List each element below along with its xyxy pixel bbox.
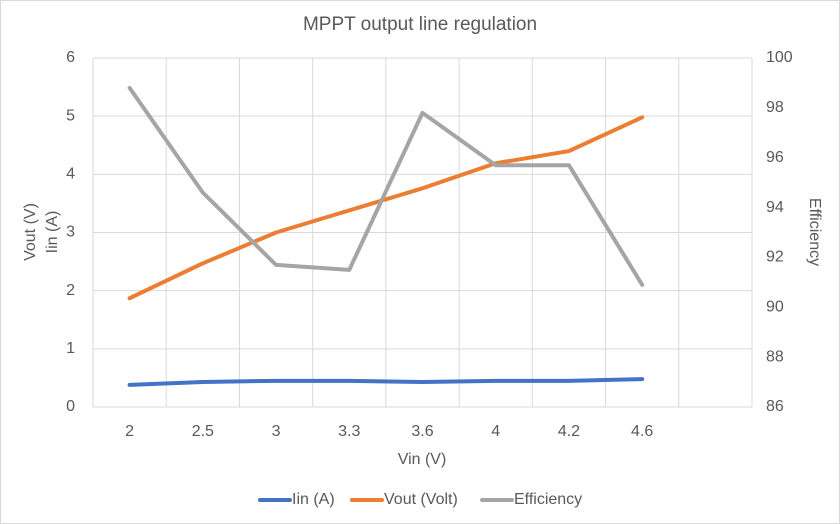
y-tick-label: 1: [66, 340, 75, 357]
x-tick-label: 3.6: [411, 423, 433, 440]
legend-label: Iin (A): [292, 491, 335, 508]
x-tick-label: 2.5: [192, 423, 214, 440]
legend-label: Efficiency: [514, 491, 582, 508]
y2-tick-label: 98: [766, 99, 784, 116]
x-tick-label: 4.2: [558, 423, 580, 440]
x-tick-label: 3.3: [338, 423, 360, 440]
y-axis-label: Vout (V): [22, 203, 39, 261]
y2-tick-label: 90: [766, 299, 784, 316]
y-tick-label: 4: [66, 166, 75, 183]
y-tick-label: 3: [66, 224, 75, 241]
series-line: [127, 377, 645, 387]
y-tick-label: 0: [66, 398, 75, 415]
series-line: [127, 115, 645, 301]
y2-tick-label: 96: [766, 149, 784, 166]
x-tick-label: 4: [491, 423, 500, 440]
x-tick-label: 3: [272, 423, 281, 440]
y-axis-label: Iin (A): [44, 211, 61, 254]
y-tick-label: 5: [66, 107, 75, 124]
series-line: [127, 85, 645, 287]
y2-tick-label: 88: [766, 348, 784, 365]
y2-tick-label: 92: [766, 249, 784, 266]
x-tick-label: 4.6: [631, 423, 653, 440]
y2-tick-label: 94: [766, 199, 784, 216]
chart-title: MPPT output line regulation: [303, 14, 537, 35]
y2-axis-label: Efficiency: [806, 198, 823, 266]
x-axis-label: Vin (V): [398, 451, 447, 468]
y2-tick-label: 86: [766, 398, 784, 415]
y2-tick-label: 100: [766, 49, 793, 66]
legend-label: Vout (Volt): [384, 491, 458, 508]
x-tick-label: 2: [125, 423, 134, 440]
y-tick-label: 6: [66, 49, 75, 66]
y-tick-label: 2: [66, 282, 75, 299]
